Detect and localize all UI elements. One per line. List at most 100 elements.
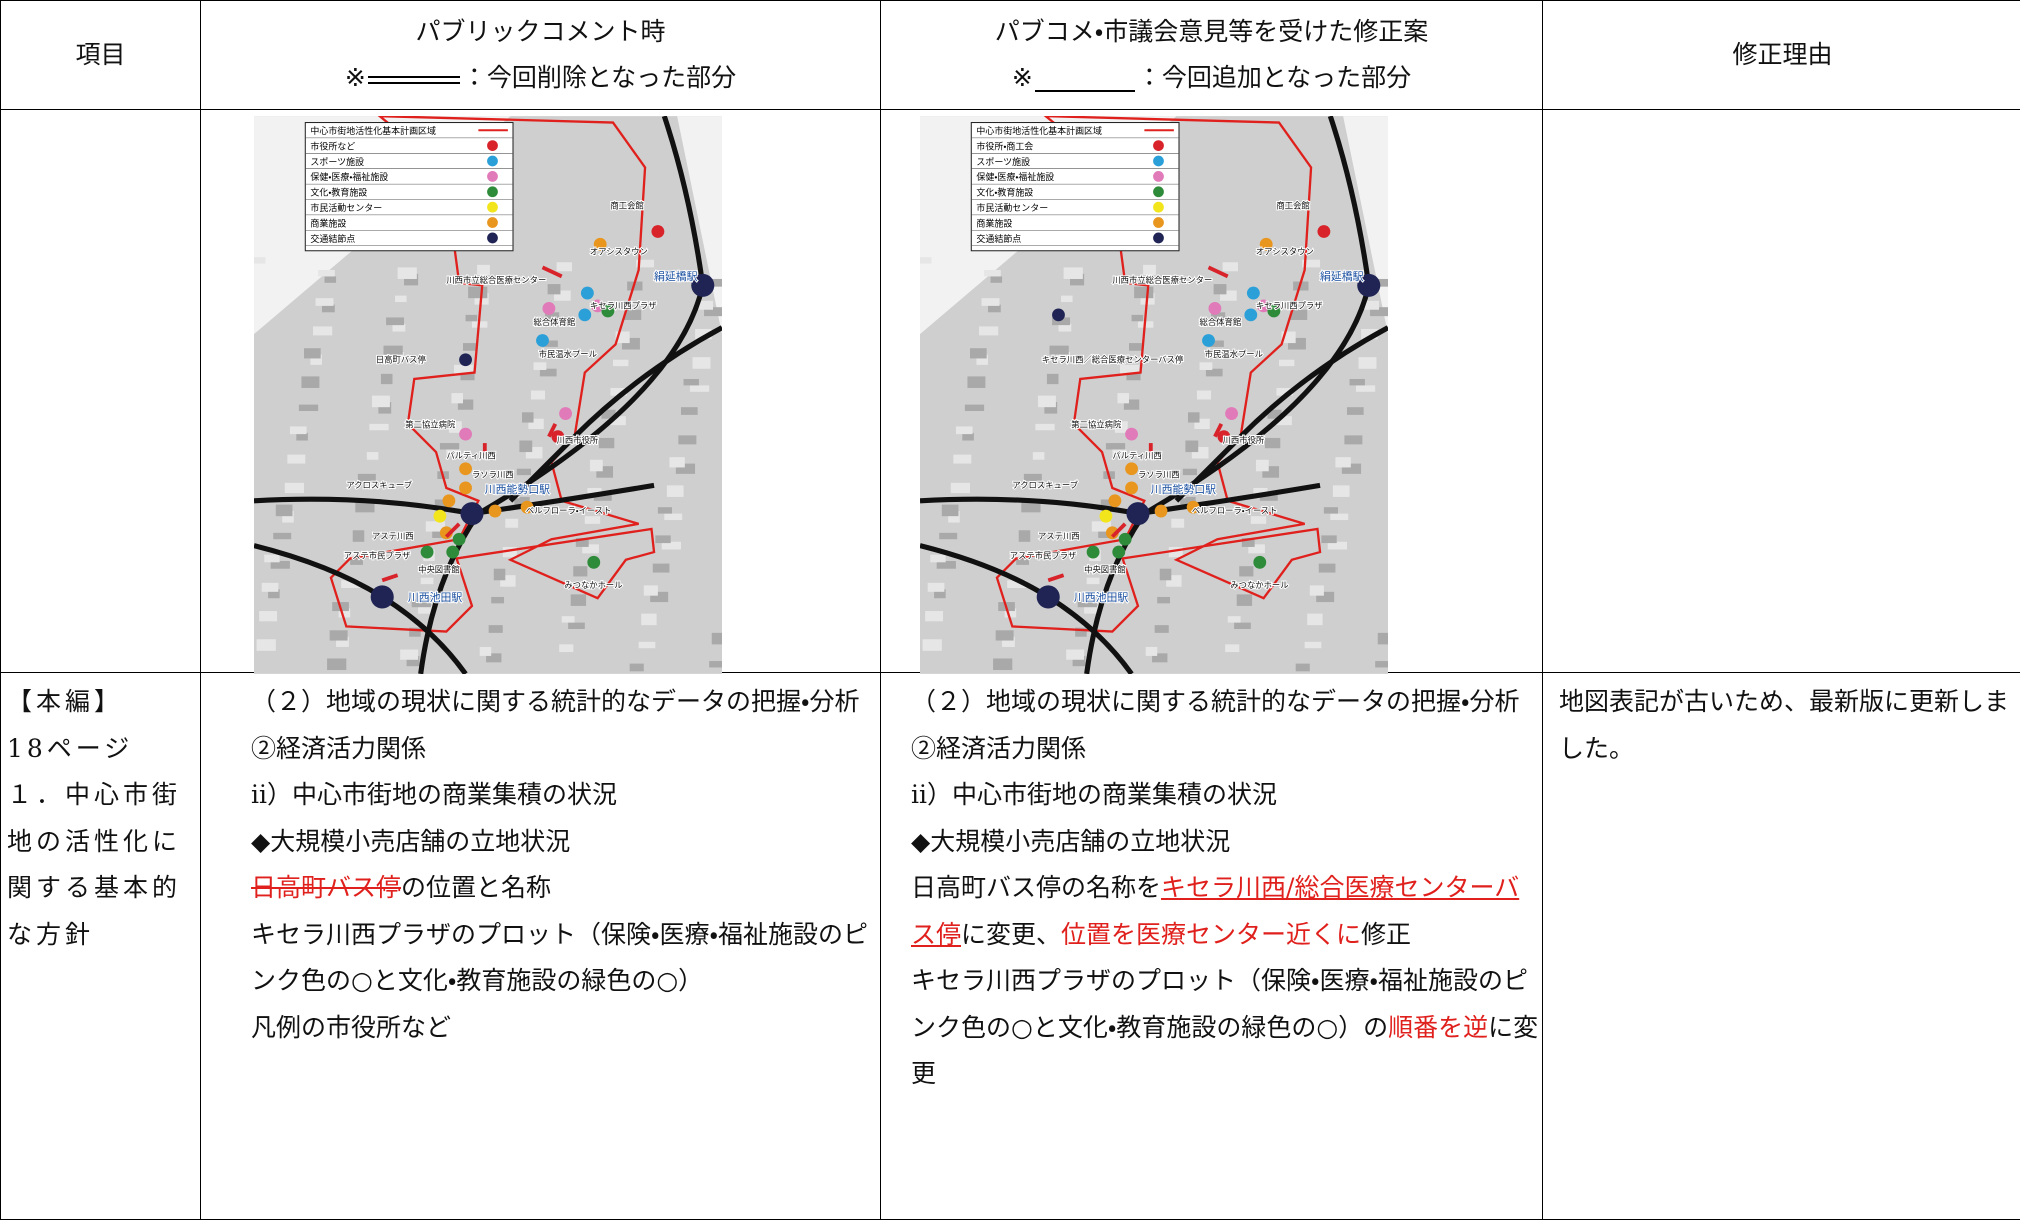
- map-block: [1324, 507, 1338, 513]
- map-block: [1050, 346, 1069, 355]
- map-label: アステ市民プラザ: [1010, 550, 1077, 560]
- header-row: 項目 パブリックコメント時 ※：今回削除となった部分 パブコメ・市議会意見等を受…: [1, 1, 2020, 110]
- map-block: [1117, 393, 1129, 403]
- map-block: [1214, 284, 1227, 294]
- map-block: [1129, 343, 1142, 351]
- facility-dot: [489, 505, 502, 518]
- text: ◆大規模小売店舗の立地状況: [911, 819, 1542, 866]
- map-block: [330, 630, 348, 640]
- text: 【本編】: [7, 679, 200, 726]
- legend-label: 文化・教育施設: [310, 187, 367, 199]
- facility-dot: [1247, 287, 1260, 300]
- added-text: 順番を逆: [1388, 1013, 1488, 1042]
- map-block: [287, 455, 305, 464]
- map-block: [956, 426, 973, 434]
- map-block: [477, 265, 490, 275]
- map-block: [316, 298, 334, 306]
- map-block: [590, 460, 603, 472]
- map-block: [505, 519, 518, 528]
- map: 中心市街地活性化基本計画区域市役所などスポーツ施設保健・医療・福祉施設文化・教育…: [254, 116, 722, 674]
- map-block: [559, 644, 573, 652]
- legend-label: 交通結節点: [976, 233, 1021, 245]
- text: （２）地域の現状に関する統計的なデータの把握・分析: [911, 679, 1542, 726]
- map-block: [273, 533, 291, 539]
- map-block: [1185, 441, 1198, 453]
- map-block: [367, 452, 379, 460]
- map-label: みつなかホール: [1230, 580, 1288, 590]
- map-block: [1132, 315, 1144, 321]
- map-block: [1335, 457, 1350, 467]
- map-label: ベルフローラ・イースト: [1192, 506, 1278, 516]
- map-label: 川西池田駅: [1074, 591, 1128, 604]
- legend-dot: [1153, 156, 1164, 167]
- map-block: [939, 533, 957, 539]
- station-dot: [1037, 585, 1060, 608]
- legend-label: 保健・医療・福祉施設: [976, 171, 1054, 183]
- header-before-note: ※：今回削除となった部分: [201, 55, 880, 101]
- map-block: [1279, 360, 1294, 366]
- legend-label: 交通結節点: [310, 233, 355, 245]
- map-block: [681, 407, 698, 415]
- text: 日高町バス停の位置と名称: [251, 865, 880, 912]
- map-block: [1321, 535, 1336, 543]
- map-block: [923, 639, 942, 651]
- map-block: [1234, 623, 1251, 629]
- text: 18ページ: [7, 726, 200, 773]
- item-cell: 【本編】 18ページ １．中心市街地の活性化に関する基本的な方針: [1, 673, 201, 1220]
- map-block: [1155, 625, 1169, 633]
- facility-dot: [1052, 308, 1065, 321]
- header-reason: 修正理由: [1543, 1, 2020, 110]
- map-block: [953, 455, 971, 464]
- note-mark: ※: [345, 63, 366, 92]
- map-block: [299, 405, 318, 411]
- map-label: 中央図書館: [1084, 565, 1126, 575]
- text: キセラ川西プラザのプロット（保険・医療・福祉施設のピンク色の○と文化・教育施設の…: [251, 912, 880, 1005]
- before-cell: （２）地域の現状に関する統計的なデータの把握・分析 ②経済活力関係 ⅱ）中心市街…: [201, 673, 881, 1220]
- map-block: [653, 564, 670, 573]
- map-block: [1296, 664, 1310, 672]
- facility-dot: [459, 462, 472, 475]
- legend-label: スポーツ施設: [310, 156, 364, 168]
- facility-dot: [459, 428, 472, 441]
- legend-dot: [1153, 140, 1164, 151]
- note-text: ：今回追加となった部分: [1137, 63, 1411, 92]
- map-block: [1146, 647, 1158, 656]
- map-block: [489, 625, 503, 633]
- map-block: [531, 391, 545, 400]
- cell: [1543, 110, 2020, 673]
- map-block: [1197, 391, 1211, 400]
- facility-dot: [651, 225, 664, 238]
- map-label: 市民温水プール: [1205, 349, 1263, 359]
- text-row: 【本編】 18ページ １．中心市街地の活性化に関する基本的な方針 （２）地域の現…: [1, 673, 2020, 1220]
- map-block: [951, 483, 970, 493]
- map-block: [1228, 616, 1241, 622]
- legend-label: 市民活動センター: [310, 202, 382, 214]
- map-block: [548, 284, 561, 294]
- facility-dot: [1317, 225, 1330, 238]
- map-label: パルティ川西: [1112, 450, 1161, 460]
- map-block: [557, 262, 572, 271]
- map-block: [925, 611, 943, 621]
- map-block: [1143, 265, 1156, 275]
- map-block: [644, 585, 658, 595]
- map-block: [1157, 597, 1170, 603]
- map-label: キセラ川西プラザ: [1256, 300, 1323, 310]
- legend-label: スポーツ施設: [976, 156, 1030, 168]
- map-block: [264, 555, 279, 563]
- facility-dot: [587, 556, 600, 569]
- map-label: アステ川西: [1038, 531, 1080, 541]
- map-block: [519, 441, 532, 453]
- header-after-note: ※：今回追加となった部分: [881, 55, 1542, 101]
- map-block: [1200, 362, 1213, 370]
- map-block: [993, 658, 1012, 670]
- facility-dot: [459, 353, 472, 366]
- facility-dot: [1202, 334, 1215, 347]
- facility-dot: [446, 546, 459, 559]
- map-block: [290, 426, 307, 434]
- facility-dot: [1253, 556, 1266, 569]
- legend-dot: [487, 156, 498, 167]
- facility-dot: [559, 407, 572, 420]
- deleted-text: 日高町バス停: [251, 873, 401, 902]
- facility-dot: [581, 287, 594, 300]
